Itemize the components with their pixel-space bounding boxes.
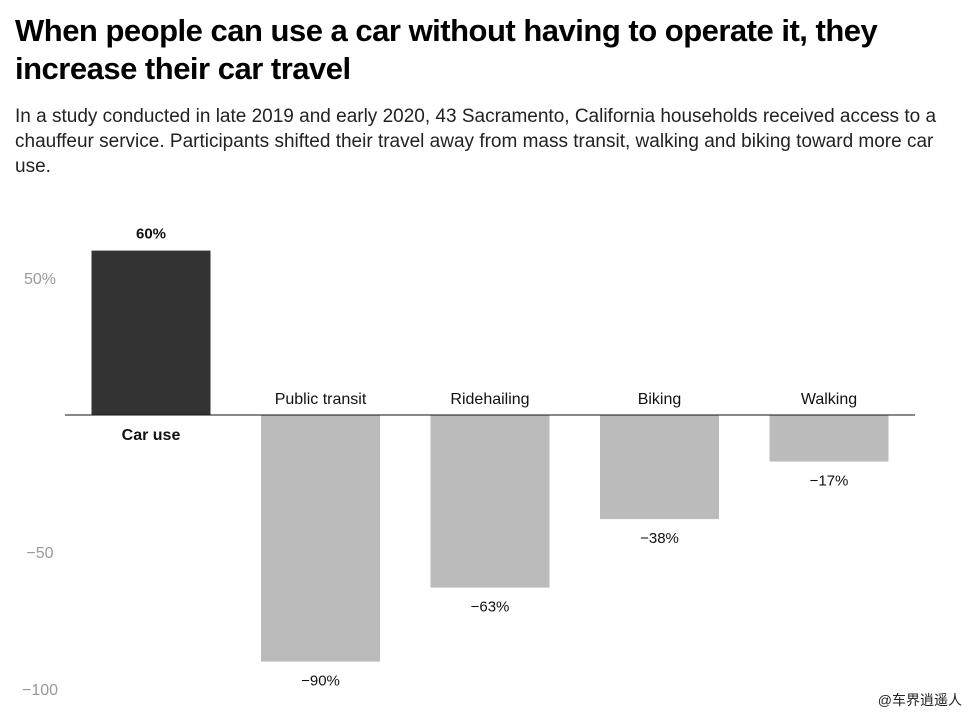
bar-car-use [91,250,211,415]
category-label: Public transit [275,391,367,408]
y-tick-label: −50 [26,545,53,562]
data-label: 60% [136,226,166,243]
category-label: Biking [638,391,682,408]
y-tick-label: −100 [22,682,58,699]
y-tick-label: 50% [24,271,56,288]
chart-title: When people can use a car without having… [15,13,878,86]
data-label: −63% [471,599,510,616]
bar-walking [769,415,889,462]
data-label: −90% [301,673,340,690]
category-label: Ridehailing [450,391,529,408]
watermark: @车界逍遥人 [877,692,962,708]
category-label: Car use [122,427,181,444]
bar-public-transit [261,415,380,662]
category-label: Walking [801,391,857,408]
data-label: −17% [810,473,849,490]
bar-biking [600,415,719,520]
bar-ridehailing [430,415,550,588]
data-label: −38% [640,530,679,547]
chart-subtitle: In a study conducted in late 2019 and ea… [15,106,937,177]
